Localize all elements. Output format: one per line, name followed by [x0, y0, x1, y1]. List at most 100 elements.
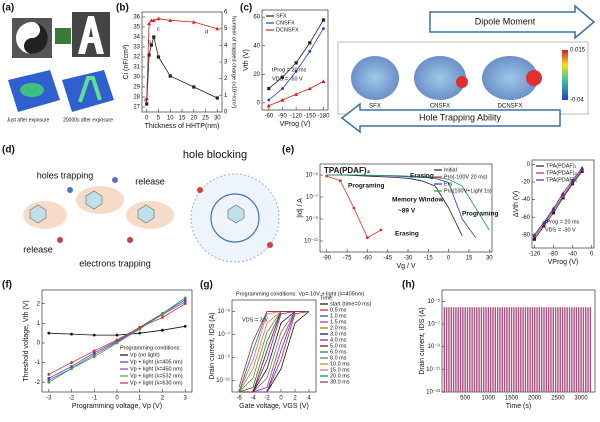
marker: [70, 332, 73, 336]
x-tick-label: -75: [343, 256, 352, 262]
annotation: VDS = -50 V: [272, 76, 303, 82]
annotation: Programing: [462, 211, 499, 218]
pulse-bar: [561, 307, 564, 392]
pulse-bar: [522, 307, 524, 392]
x-tick-label: -90: [322, 256, 331, 262]
plot-frame: [319, 163, 493, 253]
y-tick-label: 0: [37, 341, 41, 347]
y-axis-label: Vth (V): [243, 49, 250, 71]
marker: [161, 328, 164, 332]
y-axis-label: ΔVth (V): [513, 191, 520, 217]
arrow: [429, 4, 596, 40]
marker: [115, 333, 119, 337]
legend-label: Pro(100V+Light 1s): [444, 188, 492, 194]
marker: [280, 75, 285, 79]
letter-mask: [78, 16, 104, 54]
annotation: Erasing: [410, 173, 434, 180]
legend-label: TPA(PDAF)₁: [546, 163, 577, 169]
marker: [580, 169, 584, 174]
legend-label: Vp (no light): [130, 352, 160, 358]
x-tick-label: 1: [138, 396, 142, 402]
marker: [147, 21, 152, 26]
pulse-bar: [450, 307, 452, 392]
annotation: c: [157, 26, 160, 32]
marker: [215, 96, 219, 100]
molecule-spot: [526, 70, 542, 86]
x-tick-label: -60: [264, 114, 273, 120]
pulse-bar: [480, 307, 483, 392]
legend-label: 10.0 ms: [330, 361, 350, 367]
annotation: VDS = -30 V: [545, 227, 576, 233]
molecule-label: CNSFX: [430, 104, 450, 110]
marker: [541, 220, 546, 225]
pulse-bar: [496, 307, 499, 392]
y2-tick-label: 5: [224, 26, 228, 32]
marker: [570, 182, 575, 186]
marker: [580, 165, 585, 170]
pulse-bar: [487, 307, 490, 392]
y-tick-label: 32: [133, 55, 140, 61]
legend-label: 2.0 ms: [330, 325, 347, 331]
electron: [197, 187, 203, 193]
pulse-bar: [459, 307, 462, 392]
marker: [47, 331, 51, 335]
pulse-bar: [494, 307, 497, 392]
x-axis-label: VProg (V): [548, 259, 579, 266]
label: release: [135, 176, 165, 186]
legend-label: SFX: [276, 13, 287, 19]
pulse-bar: [531, 307, 534, 392]
pulse-bar: [452, 307, 455, 392]
y-tick-label: 10⁻⁹: [218, 354, 231, 361]
y2-tick-label: 1: [224, 93, 228, 99]
pulse-bar: [517, 307, 520, 392]
y-tick-label: 1: [37, 321, 41, 327]
legend-label: 30.0 ms: [330, 379, 350, 385]
y-tick-label: 10⁻⁵: [306, 172, 319, 179]
pulse-bar: [476, 307, 478, 392]
y-tick-label: 10⁻⁷: [306, 194, 318, 201]
pulse-bar: [520, 307, 522, 392]
pulse-bar: [568, 307, 571, 392]
pulse-bar: [499, 307, 501, 392]
marker: [145, 102, 149, 106]
x-tick-label: 1500: [505, 396, 519, 402]
x-tick-label: -15: [424, 256, 433, 262]
x-tick-label: 2000: [528, 396, 542, 402]
label: hole blocking: [183, 149, 247, 161]
x-tick-label: 0: [590, 252, 594, 258]
panel-label: (g): [200, 280, 213, 291]
pulse-bar: [445, 307, 448, 392]
annotation: ~89 V: [398, 208, 416, 215]
legend-label: TPA(PDAF)₃: [546, 177, 577, 183]
colorbar-label: 0.015: [570, 48, 586, 54]
marker: [149, 43, 154, 47]
y-tick-label: 34: [133, 35, 140, 41]
marker: [183, 300, 187, 304]
annotation: Erasing: [395, 231, 419, 238]
marker: [115, 338, 119, 342]
y-tick-label: 29: [133, 85, 140, 91]
molecule: [414, 56, 466, 100]
x-tick-label: -120: [290, 114, 303, 120]
y-tick-label: -1: [35, 360, 41, 366]
legend-label: 6.0 ms: [330, 349, 347, 355]
panel-label: (b): [116, 3, 129, 14]
pulse-bar: [462, 307, 464, 392]
legend-label: start (time=0 ms): [330, 301, 372, 307]
annotation: Memory Window: [392, 197, 445, 204]
pulse-bar: [466, 307, 469, 392]
marker: [92, 333, 96, 337]
pulse-bar: [448, 307, 450, 392]
annotation: Programing: [348, 183, 385, 190]
x-tick-label: -90: [278, 114, 287, 120]
y-axis-label: Threshold voltage, Vth (V): [23, 300, 30, 381]
y-axis-label: |Id| / A: [297, 198, 304, 218]
legend-label: 3.0 ms: [330, 331, 347, 337]
x-tick-label: 15: [179, 116, 186, 122]
x-tick-label: 500: [460, 396, 471, 402]
marker: [138, 325, 142, 329]
marker: [152, 35, 156, 39]
molecule: [351, 56, 399, 100]
legend-label: 20.0 ms: [330, 373, 350, 379]
y2-tick-label: 4: [224, 43, 228, 49]
